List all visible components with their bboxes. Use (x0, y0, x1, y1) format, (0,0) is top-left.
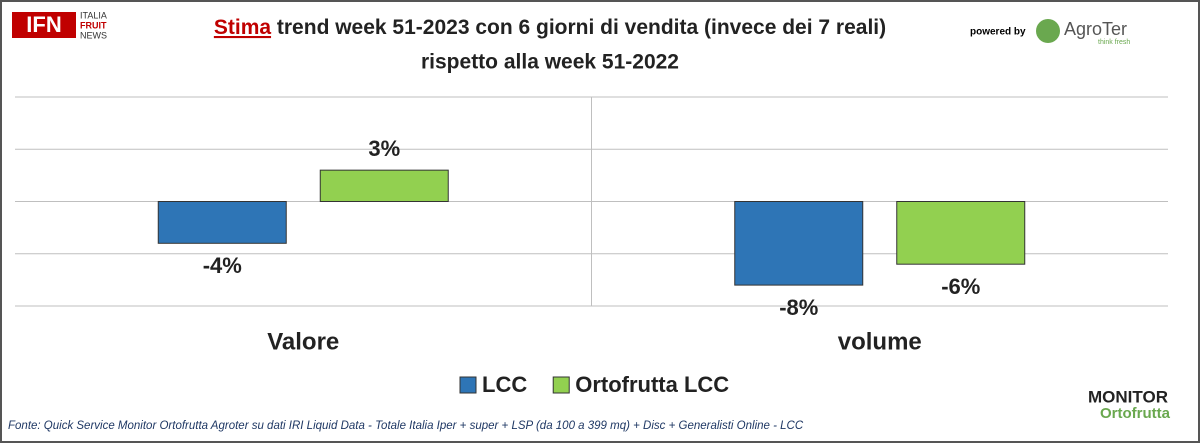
logo-line: FRUIT (80, 20, 107, 30)
sponsor-label: powered by (970, 27, 1026, 38)
title-highlight: Stima (214, 16, 272, 39)
legend-swatch (552, 376, 570, 394)
monitor-bottom: Ortofrutta (1100, 405, 1171, 422)
sponsor-tagline: think fresh (1098, 39, 1130, 46)
legend-label: Ortofrutta LCC (575, 372, 729, 397)
bar (319, 169, 449, 202)
title-text: trend week 51-2023 con 6 giorni di vendi… (277, 16, 886, 39)
x-tick-label: volume (838, 328, 922, 355)
chart-title: Stima trend week 51-2023 con 6 giorni di… (214, 16, 886, 39)
logo-line: NEWS (80, 30, 107, 40)
source-note: Fonte: Quick Service Monitor Ortofrutta … (8, 420, 804, 432)
bar (734, 201, 864, 286)
logo-line: ITALIA (80, 10, 107, 20)
legend-label: LCC (482, 372, 527, 397)
bar (896, 201, 1026, 265)
data-label: -6% (941, 274, 980, 299)
x-tick-label: Valore (267, 328, 339, 355)
chart-subtitle: rispetto alla week 51-2022 (421, 51, 679, 74)
data-label: 3% (368, 136, 400, 161)
data-label: -4% (203, 253, 242, 278)
bar (157, 201, 287, 244)
legend-swatch (459, 376, 477, 394)
sponsor-name: AgroTer (1064, 19, 1127, 39)
data-label: -8% (779, 295, 818, 320)
logo-mark: IFN (26, 12, 61, 37)
logo-box (12, 12, 76, 38)
sponsor-icon (1036, 19, 1060, 43)
monitor-top: MONITOR (1088, 387, 1168, 406)
